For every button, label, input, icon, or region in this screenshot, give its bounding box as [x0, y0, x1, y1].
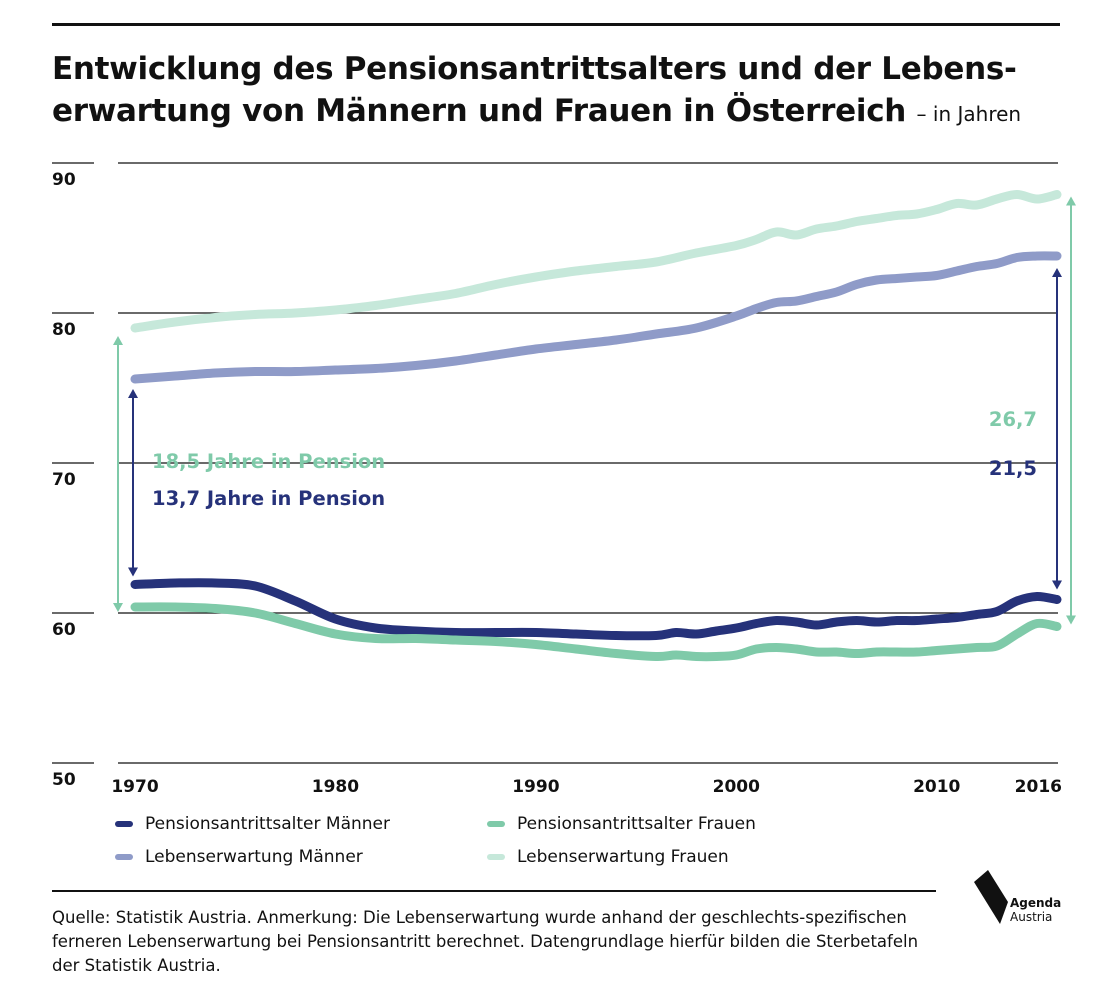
bracket-arrow-women-1970-head-top [113, 336, 123, 345]
y-tick-label: 60 [52, 620, 76, 640]
top-rule [52, 23, 1060, 26]
bracket-arrow-men-2016-head-top [1052, 268, 1062, 277]
series-line-pensionsantrittsalter-maenner [130, 578, 1062, 641]
annotation-men-1970: 13,7 Jahre in Pension [152, 487, 385, 510]
legend-item-lebenserwartung-maenner: Lebenserwartung Männer [115, 847, 363, 867]
x-tick-label: 1970 [111, 777, 158, 797]
y-tick-label: 90 [52, 170, 76, 190]
legend-label: Lebenserwartung Frauen [517, 847, 729, 867]
x-tick-label: 2000 [713, 777, 760, 797]
chart-legend: Pensionsantrittsalter Männer Pensionsant… [115, 814, 815, 874]
x-tick-label: 1980 [312, 777, 359, 797]
legend-label: Pensionsantrittsalter Frauen [517, 814, 756, 834]
chart-title: Entwicklung des Pensionsantrittsalters u… [52, 48, 1062, 135]
annotation-men-2016: 21,5 [989, 457, 1037, 480]
y-tick-label: 50 [52, 770, 76, 790]
x-tick-label: 2016 [1015, 777, 1062, 797]
legend-item-lebenserwartung-frauen: Lebenserwartung Frauen [487, 847, 729, 867]
line-chart: 50 60 70 80 90 1970 1980 1990 2000 2010 2016 18,5 J… [52, 162, 1076, 797]
logo-mark-icon [974, 870, 1008, 924]
bracket-arrow-men-1970-head-bottom [128, 567, 138, 577]
legend-swatch [115, 854, 133, 860]
x-tick-label: 1990 [512, 777, 559, 797]
y-tick-label: 70 [52, 470, 76, 490]
footer-rule [52, 890, 936, 892]
legend-label: Pensionsantrittsalter Männer [145, 814, 390, 834]
legend-swatch [487, 854, 505, 860]
y-tick-label: 80 [52, 320, 76, 340]
legend-item-pensionsantrittsalter-maenner: Pensionsantrittsalter Männer [115, 814, 390, 834]
bracket-arrow-women-2016-head-bottom [1066, 615, 1076, 625]
title-text: Entwicklung des Pensionsantrittsalters u… [52, 51, 1017, 129]
annotation-women-1970: 18,5 Jahre in Pension [152, 450, 385, 473]
source-note: Quelle: Statistik Austria. Anmerkung: Di… [52, 908, 919, 975]
logo-text: Agenda Austria [1010, 896, 1062, 924]
agenda-austria-logo: Agenda Austria [972, 868, 1072, 928]
bracket-arrow-men-1970-head-top [128, 389, 138, 398]
legend-swatch [115, 821, 133, 827]
bracket-arrow-men-2016-head-bottom [1052, 580, 1062, 590]
bracket-arrow-women-1970-head-bottom [113, 603, 123, 612]
series-line-lebenserwartung-maenner [130, 251, 1062, 384]
bracket-arrow-women-2016-head-top [1066, 196, 1076, 206]
x-tick-label: 2010 [913, 777, 960, 797]
series-line-lebenserwartung-frauen [130, 190, 1062, 333]
legend-label: Lebenserwartung Männer [145, 847, 363, 867]
legend-item-pensionsantrittsalter-frauen: Pensionsantrittsalter Frauen [487, 814, 756, 834]
legend-swatch [487, 821, 505, 827]
series-line-pensionsantrittsalter-frauen [130, 602, 1062, 662]
annotation-women-2016: 26,7 [989, 408, 1037, 431]
chart-subtitle: – in Jahren [916, 102, 1022, 126]
